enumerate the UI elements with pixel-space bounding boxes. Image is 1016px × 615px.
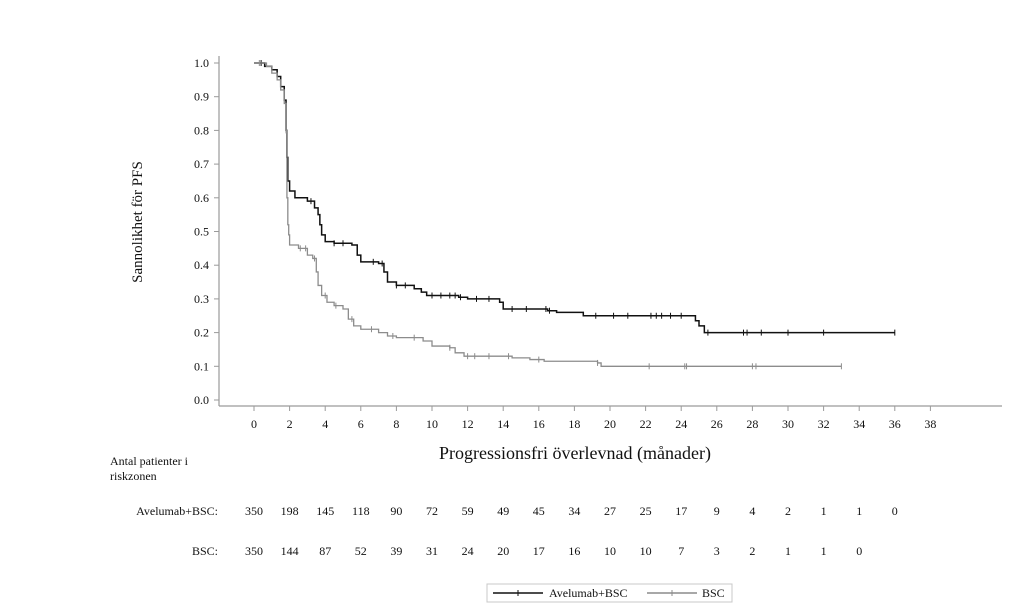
risk-count: 0 (892, 504, 898, 518)
risk-count: 350 (245, 504, 263, 518)
y-tick-label: 1.0 (194, 56, 209, 70)
risk-count: 31 (426, 544, 438, 558)
risk-count: 9 (714, 504, 720, 518)
x-tick-label: 32 (818, 417, 830, 431)
legend: Avelumab+BSC BSC (486, 583, 733, 603)
curve-avelumab-bsc (254, 62, 895, 334)
risk-count: 118 (352, 504, 370, 518)
x-tick-label: 2 (287, 417, 293, 431)
risk-count: 0 (856, 544, 862, 558)
y-tick-label: 0.1 (194, 359, 209, 373)
x-tick-label: 10 (426, 417, 438, 431)
y-axis-title: Sannolikhet för PFS (130, 161, 146, 283)
y-tick-label: 0.7 (194, 157, 209, 171)
x-tick-label: 36 (889, 417, 901, 431)
risk-row-label: Avelumab+BSC: (136, 504, 218, 518)
risk-count: 20 (497, 544, 509, 558)
x-tick-label: 4 (322, 417, 328, 431)
risk-count: 39 (390, 544, 402, 558)
risk-count: 144 (281, 544, 299, 558)
x-tick-label: 30 (782, 417, 794, 431)
risk-count: 10 (640, 544, 652, 558)
x-tick-label: 26 (711, 417, 723, 431)
risk-table-title-line2: riskzonen (110, 469, 157, 483)
risk-count: 2 (785, 504, 791, 518)
x-tick-label: 28 (746, 417, 758, 431)
y-tick-label: 0.0 (194, 393, 209, 407)
risk-count: 17 (533, 544, 545, 558)
y-tick-label: 0.8 (194, 123, 209, 137)
risk-table: Avelumab+BSC: 350 198 145 118 90 72 59 49 45 34 27 2… (136, 504, 898, 558)
risk-count: 3 (714, 544, 720, 558)
risk-table-title-line1: Antal patienter i (110, 454, 189, 468)
y-tick-label: 0.4 (194, 258, 209, 272)
x-tick-label: 8 (393, 417, 399, 431)
legend-box (486, 583, 733, 603)
x-axis-ticks: 0 2 4 6 8 10 12 14 16 18 20 22 24 26 28 30 32 34 36 38 (251, 406, 936, 431)
risk-count: 16 (568, 544, 580, 558)
x-tick-label: 24 (675, 417, 687, 431)
risk-count: 49 (497, 504, 509, 518)
risk-count: 90 (390, 504, 402, 518)
y-tick-label: 0.5 (194, 225, 209, 239)
x-tick-label: 16 (533, 417, 545, 431)
risk-count: 87 (319, 544, 331, 558)
risk-count: 34 (568, 504, 580, 518)
curve-bsc (254, 62, 842, 367)
risk-count: 59 (462, 504, 474, 518)
y-tick-label: 0.2 (194, 326, 209, 340)
risk-count: 1 (856, 504, 862, 518)
risk-count: 72 (426, 504, 438, 518)
risk-count: 25 (640, 504, 652, 518)
risk-count: 10 (604, 544, 616, 558)
risk-count: 145 (316, 504, 334, 518)
y-tick-label: 0.6 (194, 191, 209, 205)
x-tick-label: 12 (462, 417, 474, 431)
risk-count: 2 (749, 544, 755, 558)
risk-count: 350 (245, 544, 263, 558)
legend-label-bsc: BSC (702, 586, 725, 600)
risk-count: 27 (604, 504, 616, 518)
risk-count: 45 (533, 504, 545, 518)
x-tick-label: 18 (568, 417, 580, 431)
y-axis-ticks: 0.0 0.1 0.2 0.3 0.4 0.5 0.6 0.7 0.8 0.9 1.0 (194, 56, 219, 407)
y-tick-label: 0.3 (194, 292, 209, 306)
risk-count: 198 (281, 504, 299, 518)
x-tick-label: 22 (640, 417, 652, 431)
x-tick-label: 0 (251, 417, 257, 431)
risk-row-label: BSC: (192, 544, 218, 558)
survival-curves (254, 60, 896, 370)
risk-count: 24 (462, 544, 474, 558)
risk-count: 4 (749, 504, 755, 518)
x-tick-label: 38 (924, 417, 936, 431)
x-tick-label: 34 (853, 417, 865, 431)
x-tick-label: 14 (497, 417, 509, 431)
risk-count: 1 (785, 544, 791, 558)
risk-count: 52 (355, 544, 367, 558)
risk-count: 1 (821, 504, 827, 518)
risk-count: 7 (678, 544, 684, 558)
x-axis-title: Progressionsfri överlevnad (månader) (439, 443, 711, 464)
y-tick-label: 0.9 (194, 90, 209, 104)
risk-count: 1 (821, 544, 827, 558)
x-tick-label: 20 (604, 417, 616, 431)
x-tick-label: 6 (358, 417, 364, 431)
risk-count: 17 (675, 504, 687, 518)
legend-label-avelumab: Avelumab+BSC (549, 586, 628, 600)
